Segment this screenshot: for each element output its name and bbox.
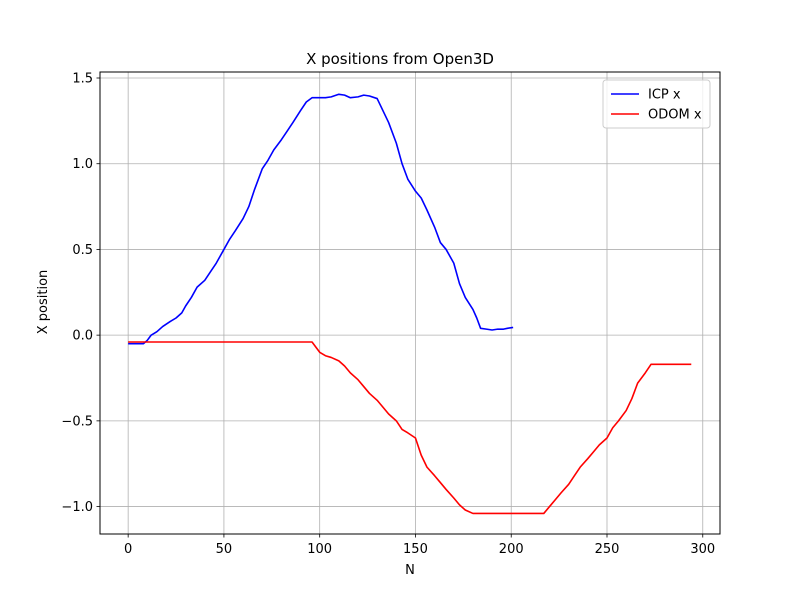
- x-axis-label: N: [405, 563, 415, 578]
- y-tick-label: 0.0: [72, 329, 93, 344]
- y-tick-label: 1.0: [72, 157, 93, 172]
- legend-box: [602, 79, 711, 129]
- x-axis-ticks: 0 50 100 150 200 250 300: [124, 534, 715, 557]
- y-axis-label: X position: [36, 270, 51, 335]
- y-tick-label: 0.5: [72, 243, 93, 258]
- legend: ICP x ODOM x: [602, 79, 711, 129]
- x-tick-label: 200: [499, 542, 524, 557]
- y-axis-ticks: −1.0 −0.5 0.0 0.5 1.0 1.5: [61, 72, 100, 515]
- x-tick-label: 0: [124, 542, 132, 557]
- chart-title: X positions from Open3D: [306, 50, 494, 68]
- x-tick-label: 250: [595, 542, 620, 557]
- grid: [100, 72, 720, 534]
- series-lines: [128, 93, 692, 515]
- series-line-odom-x: [128, 341, 692, 515]
- plot-frame: [99, 71, 721, 535]
- legend-label: ICP x: [648, 88, 681, 103]
- y-tick-label: −0.5: [61, 414, 93, 429]
- series-line-icp-x: [128, 93, 514, 345]
- legend-label: ODOM x: [648, 108, 702, 123]
- x-tick-label: 50: [216, 542, 233, 557]
- x-tick-label: 150: [403, 542, 428, 557]
- x-tick-label: 300: [690, 542, 715, 557]
- y-tick-label: −1.0: [61, 500, 93, 515]
- x-tick-label: 100: [307, 542, 332, 557]
- y-tick-label: 1.5: [72, 72, 93, 87]
